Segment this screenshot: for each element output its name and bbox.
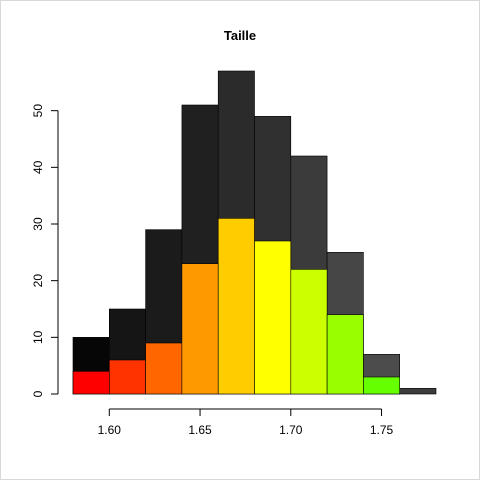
bar-subset-2 [145, 342, 183, 395]
x-tick-label: 1.70 [279, 423, 303, 437]
y-tick-label: 50 [31, 104, 45, 118]
y-tick-label: 10 [31, 330, 45, 344]
bar-total-9 [399, 388, 437, 395]
bar-subset-3 [181, 263, 219, 395]
chart-title: Taille [224, 28, 256, 43]
y-tick-label: 20 [31, 274, 45, 288]
bars-subset [72, 218, 400, 395]
bar-subset-5 [254, 240, 292, 395]
y-tick-label: 30 [31, 217, 45, 231]
y-tick-label: 0 [31, 390, 45, 397]
bar-subset-6 [290, 269, 328, 395]
x-axis: 1.60 1.65 1.70 1.75 [98, 408, 394, 437]
x-tick-label: 1.65 [188, 423, 212, 437]
bar-subset-4 [217, 218, 255, 395]
bar-subset-8 [363, 376, 400, 395]
y-axis: 0 10 20 30 40 50 [31, 104, 59, 397]
x-tick-label: 1.60 [98, 423, 122, 437]
bar-subset-1 [109, 359, 146, 395]
y-tick-label: 40 [31, 160, 45, 174]
bar-subset-0 [72, 371, 110, 395]
bar-subset-7 [326, 314, 364, 395]
x-tick-label: 1.75 [370, 423, 394, 437]
